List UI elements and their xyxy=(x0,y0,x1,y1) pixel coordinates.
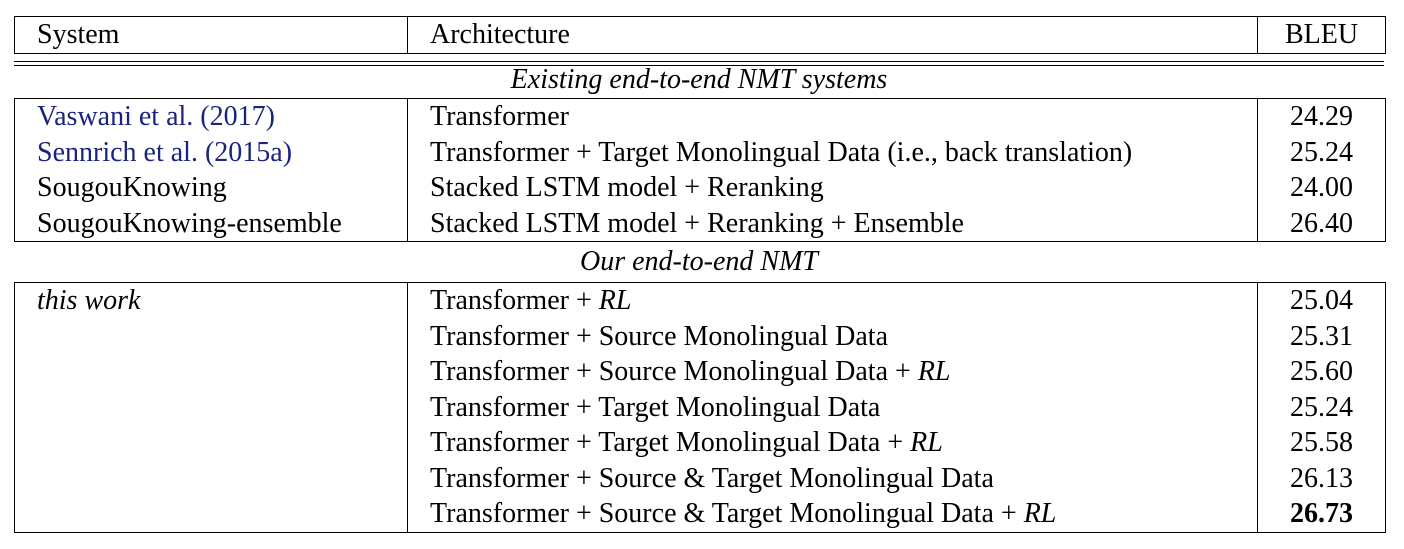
system-cell xyxy=(14,318,408,354)
our-systems-table: this work Transformer + RL 25.04 Transfo… xyxy=(14,282,1386,533)
architecture-cell: Transformer + Source Monolingual Data + … xyxy=(407,354,1258,390)
system-cell: SougouKnowing-ensemble xyxy=(14,205,408,242)
architecture-cell: Transformer + Source Monolingual Data xyxy=(407,318,1258,354)
system-cell: Vaswani et al. (2017) xyxy=(14,98,408,135)
architecture-cell: Transformer + Source & Target Monolingua… xyxy=(407,460,1258,496)
table-row: Transformer + Target Monolingual Data 25… xyxy=(14,389,1386,425)
bleu-cell-best: 26.73 xyxy=(1290,498,1353,529)
table-row: Sennrich et al. (2015a) Transformer + Ta… xyxy=(14,134,1386,170)
architecture-cell: Stacked LSTM model + Reranking xyxy=(407,170,1258,206)
system-cell: this work xyxy=(14,282,408,319)
table-row: Transformer + Source Monolingual Data + … xyxy=(14,354,1386,390)
system-cell xyxy=(14,425,408,461)
table-row: Vaswani et al. (2017) Transformer 24.29 xyxy=(14,98,1386,135)
system-cell xyxy=(14,354,408,390)
bleu-cell: 26.13 xyxy=(1290,462,1353,494)
table-row: Transformer + Source & Target Monolingua… xyxy=(14,496,1386,532)
table-row: SougouKnowing-ensemble Stacked LSTM mode… xyxy=(14,205,1386,242)
bleu-cell: 25.60 xyxy=(1290,356,1353,387)
architecture-text: Transformer + Source Monolingual Data + xyxy=(430,356,918,387)
bleu-cell: 25.04 xyxy=(1290,285,1353,316)
header-row: System Architecture BLEU xyxy=(14,16,1386,54)
citation-link[interactable]: Vaswani et al. (2017) xyxy=(37,101,275,132)
architecture-text: Transformer + Source & Target Monolingua… xyxy=(430,462,994,494)
architecture-cell: Transformer xyxy=(407,98,1258,135)
table-header: System Architecture BLEU xyxy=(14,16,1386,54)
table-row: Transformer + Source & Target Monolingua… xyxy=(14,460,1386,496)
system-cell: Sennrich et al. (2015a) xyxy=(14,134,408,170)
existing-systems-table: Vaswani et al. (2017) Transformer 24.29 … xyxy=(14,98,1386,242)
table-row: Transformer + Target Monolingual Data + … xyxy=(14,425,1386,461)
architecture-text: Transformer + xyxy=(430,285,599,316)
architecture-cell: Transformer + Target Monolingual Data (i… xyxy=(407,134,1258,170)
architecture-cell: Stacked LSTM model + Reranking + Ensembl… xyxy=(407,205,1258,242)
bleu-cell: 25.31 xyxy=(1290,320,1353,352)
architecture-text: Transformer + Source & Target Monolingua… xyxy=(430,498,1024,529)
rl-marker: RL xyxy=(917,356,951,387)
system-cell xyxy=(14,496,408,532)
bleu-cell: 26.40 xyxy=(1290,207,1353,239)
architecture-text: Transformer + Target Monolingual Data xyxy=(430,391,881,423)
system-cell: SougouKnowing xyxy=(14,170,408,206)
header-architecture: Architecture xyxy=(407,16,1258,54)
header-system: System xyxy=(14,16,408,54)
architecture-cell: Transformer + Target Monolingual Data + … xyxy=(407,425,1258,461)
architecture-cell: Transformer + Target Monolingual Data xyxy=(407,389,1258,425)
bleu-cell: 25.24 xyxy=(1290,136,1353,168)
bleu-cell: 25.24 xyxy=(1290,391,1353,423)
header-rule-bottom xyxy=(14,65,1384,66)
table-row: Transformer + Source Monolingual Data 25… xyxy=(14,318,1386,354)
bleu-cell: 24.00 xyxy=(1290,172,1353,203)
header-rule-top xyxy=(14,61,1384,62)
architecture-text: Transformer + Source Monolingual Data xyxy=(430,320,889,352)
system-cell xyxy=(14,460,408,496)
rl-marker: RL xyxy=(598,285,632,316)
section-title-ours: Our end-to-end NMT xyxy=(580,246,818,277)
bleu-cell: 25.58 xyxy=(1290,427,1353,458)
architecture-cell: Transformer + Source & Target Monolingua… xyxy=(407,496,1258,532)
section-title-existing: Existing end-to-end NMT systems xyxy=(510,64,888,95)
header-bleu: BLEU xyxy=(1284,19,1359,50)
architecture-cell: Transformer + RL xyxy=(407,282,1258,319)
table-row: SougouKnowing Stacked LSTM model + Reran… xyxy=(14,170,1386,206)
citation-link[interactable]: Sennrich et al. (2015a) xyxy=(37,136,293,168)
architecture-text: Transformer + Target Monolingual Data + xyxy=(430,427,911,458)
rl-marker: RL xyxy=(1023,498,1057,529)
table-row: this work Transformer + RL 25.04 xyxy=(14,282,1386,319)
bleu-cell: 24.29 xyxy=(1290,101,1353,132)
system-cell xyxy=(14,389,408,425)
rl-marker: RL xyxy=(910,427,943,458)
